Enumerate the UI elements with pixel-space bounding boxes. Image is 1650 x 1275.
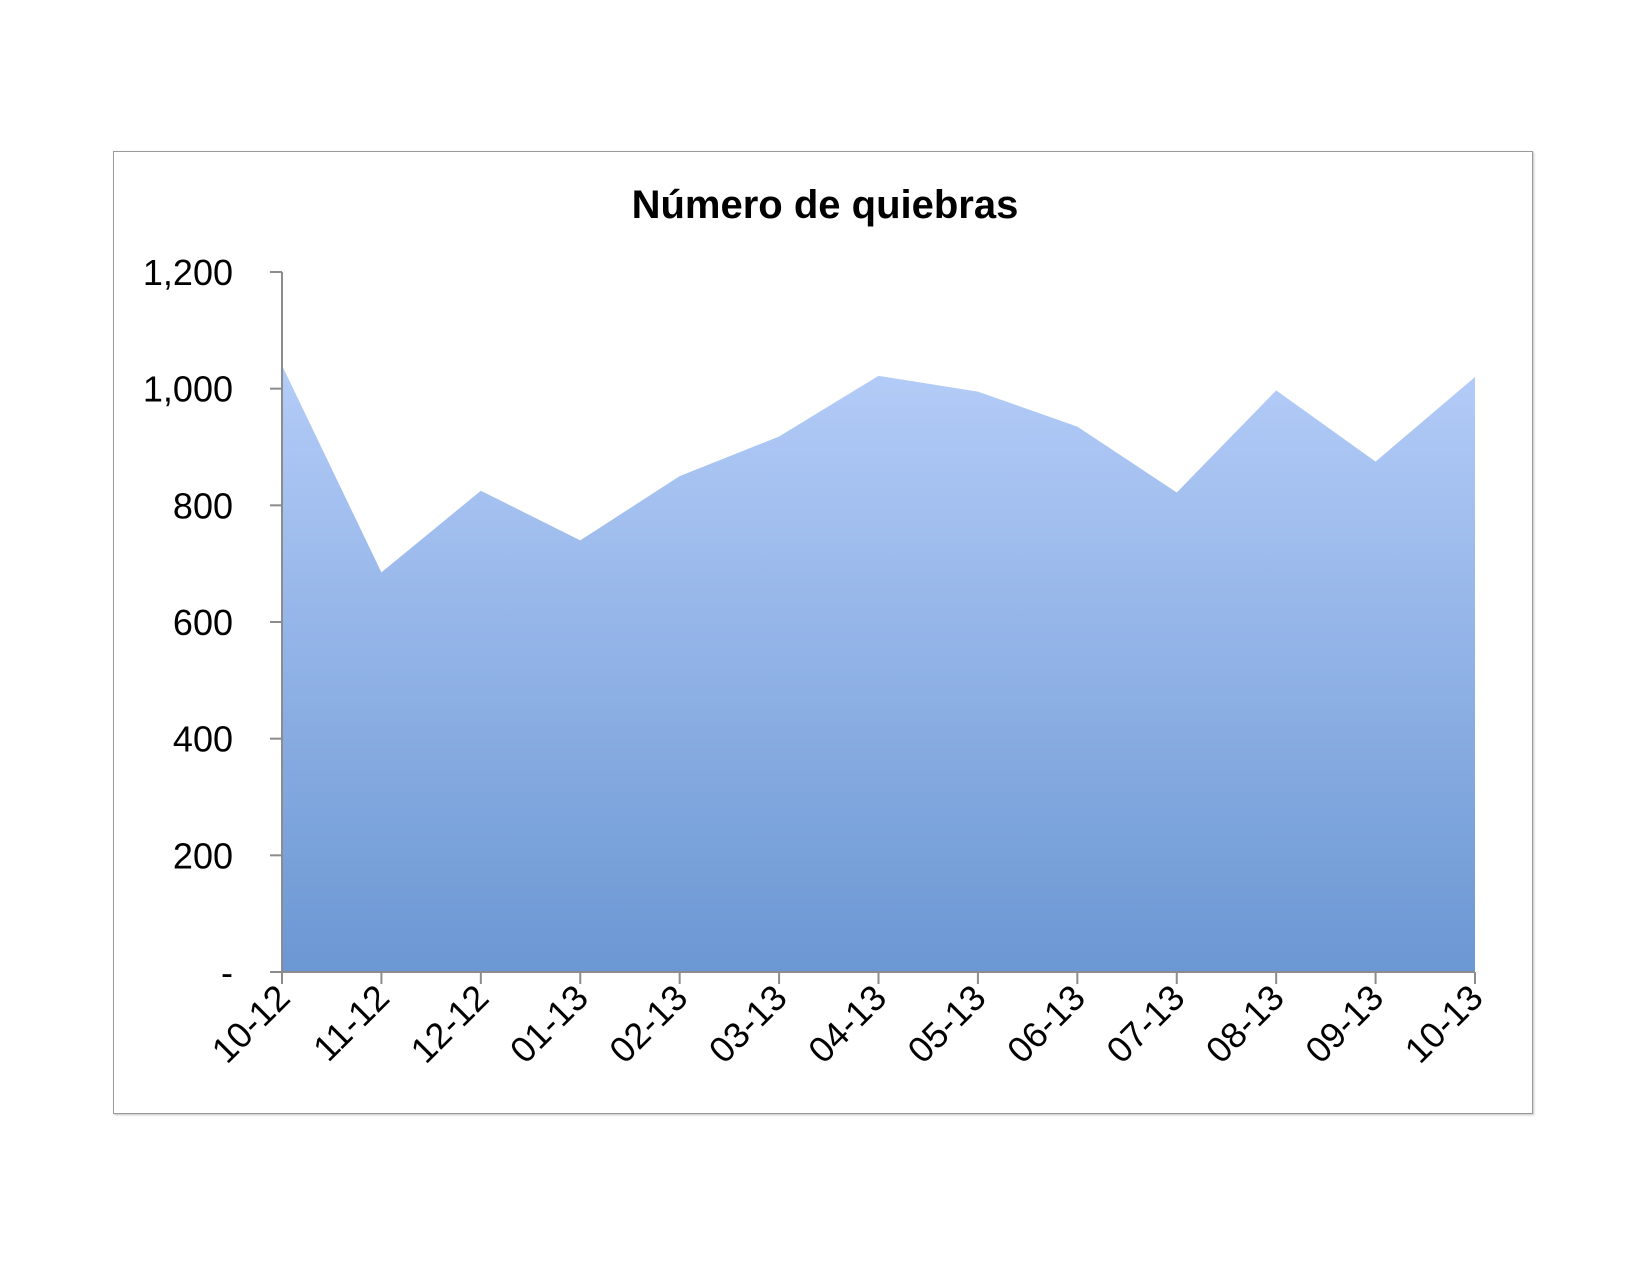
y-tick-label: 1,200 <box>143 252 233 293</box>
y-tick-label: 1,000 <box>143 369 233 410</box>
data-point-06-13 <box>1075 425 1079 429</box>
plot-area: - 200 400 600 800 1,000 1,200 10-12 11-12 12-12 01… <box>143 252 1491 1071</box>
data-point-03-13 <box>777 435 781 439</box>
x-tick-label: 03-13 <box>701 977 795 1071</box>
area-series <box>282 365 1475 972</box>
data-point-08-13 <box>1274 388 1278 392</box>
data-point-09-13 <box>1374 460 1378 464</box>
x-tick-label: 12-12 <box>402 977 496 1071</box>
x-tick-label: 02-13 <box>601 977 695 1071</box>
data-point-07-13 <box>1175 491 1179 495</box>
y-tick-label: 800 <box>173 485 233 526</box>
x-tick-label: 04-13 <box>800 977 894 1071</box>
data-point-10-13 <box>1473 375 1477 379</box>
x-tick-label: 08-13 <box>1198 977 1292 1071</box>
x-tick-label: 01-13 <box>502 977 596 1071</box>
data-point-04-13 <box>877 374 881 378</box>
y-tick-label: 200 <box>173 835 233 876</box>
data-point-05-13 <box>976 390 980 394</box>
y-tick-label: 400 <box>173 719 233 760</box>
y-tick-label: 600 <box>173 602 233 643</box>
x-tick-label: 11-12 <box>305 977 397 1069</box>
x-tick-label: 10-13 <box>1397 977 1491 1071</box>
x-tick-label: 06-13 <box>999 977 1093 1071</box>
data-point-12-12 <box>479 489 483 493</box>
x-tick-label: 05-13 <box>899 977 993 1071</box>
x-tick-label: 09-13 <box>1297 977 1391 1071</box>
data-point-01-13 <box>578 538 582 542</box>
data-point-11-12 <box>379 570 383 574</box>
x-tick-label: 07-13 <box>1098 977 1192 1071</box>
x-tick-label: 10-12 <box>204 977 298 1071</box>
y-tick-label: - <box>221 952 233 993</box>
data-point-02-13 <box>678 474 682 478</box>
chart-title: Número de quiebras <box>632 183 1019 227</box>
